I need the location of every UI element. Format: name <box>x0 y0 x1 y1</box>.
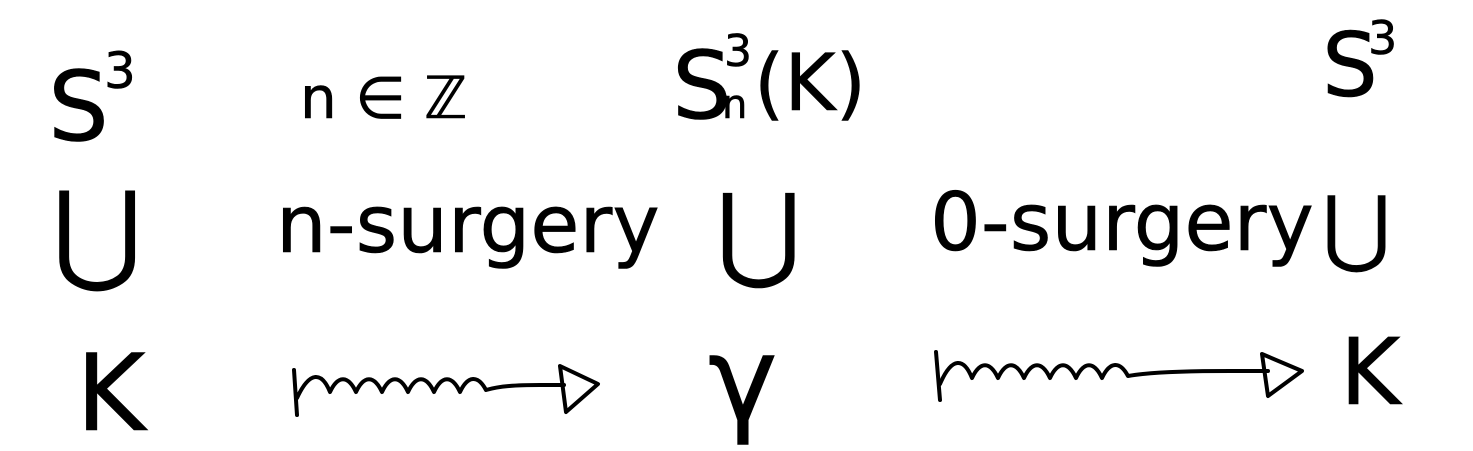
bottom-row: K γ K <box>76 310 1404 451</box>
squiggly-arrow-head <box>1260 352 1304 398</box>
integer-condition: n ∈ ℤ <box>300 64 467 132</box>
right-knot-label: K <box>1340 319 1403 426</box>
squiggly-arrow-wave <box>938 361 1270 386</box>
middle-space-base: S <box>672 32 732 141</box>
squiggly-arrow-head <box>558 364 600 414</box>
squiggly-arrow-tail <box>934 350 942 402</box>
right-space-sup: 3 <box>1368 11 1397 65</box>
0-surgery-label: 0-surgery <box>930 176 1314 269</box>
middle-row: ⋃ n-surgery ⋃ 0-surgery ⋃ <box>52 168 1392 297</box>
squiggly-arrow-icon <box>934 350 1304 402</box>
squiggly-arrow-icon <box>292 364 600 417</box>
middle-knot-label: γ <box>708 310 778 448</box>
left-space-sup: 3 <box>104 42 136 100</box>
middle-space-sub: n <box>722 82 747 128</box>
n-surgery-label: n-surgery <box>276 178 660 271</box>
left-subset-symbol: ⋃ <box>52 168 142 296</box>
right-space-base: S <box>1322 14 1378 117</box>
middle-space-sup: 3 <box>724 26 752 77</box>
top-row: S 3 n ∈ ℤ S 3 n (K) S 3 <box>48 11 1398 164</box>
left-space-base: S <box>48 51 109 163</box>
middle-space-arg: (K) <box>754 39 866 129</box>
squiggly-arrow-tail <box>292 368 299 417</box>
middle-subset-symbol: ⋃ <box>716 171 801 293</box>
squiggly-arrow-wave <box>295 375 566 400</box>
right-subset-symbol: ⋃ <box>1322 178 1391 276</box>
left-knot-label: K <box>76 332 148 451</box>
